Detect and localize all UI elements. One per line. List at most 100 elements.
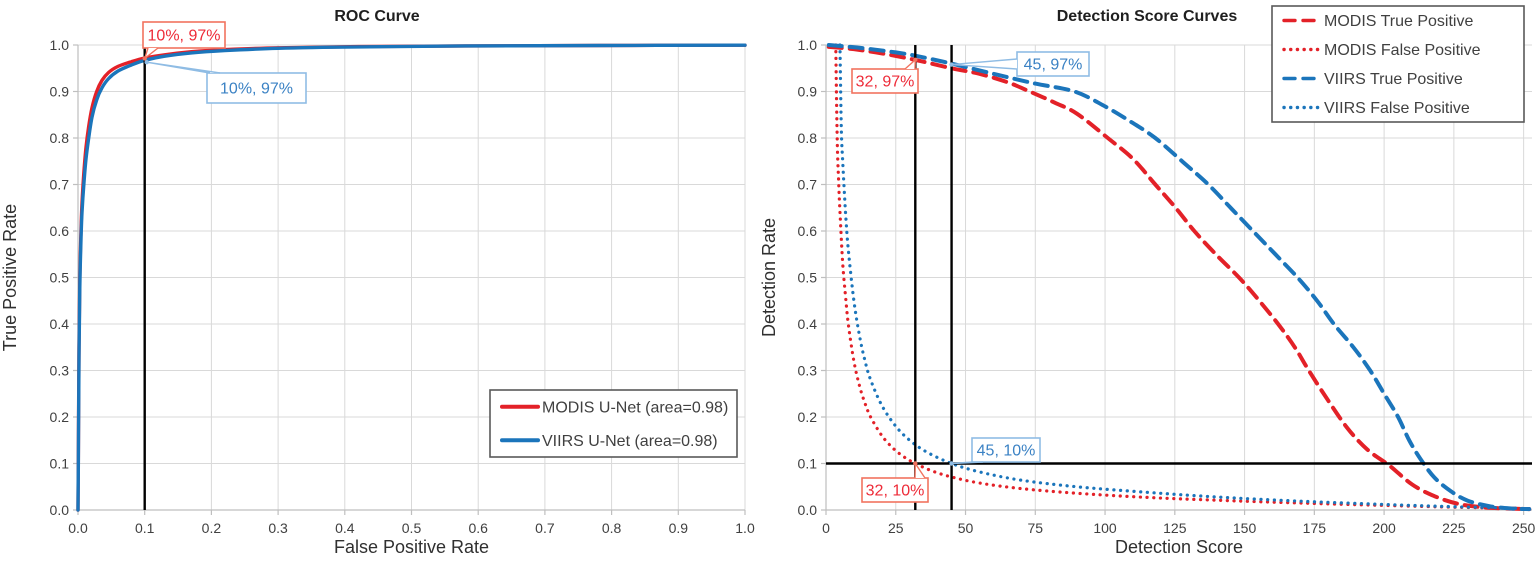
x-tick-label: 50 bbox=[958, 520, 974, 536]
legend-box bbox=[489, 389, 738, 458]
y-tick-label: 1.0 bbox=[798, 37, 818, 53]
axes bbox=[821, 44, 1532, 515]
y-tick-label: 0.5 bbox=[50, 270, 70, 286]
annotation-box bbox=[206, 72, 307, 104]
annotation-box bbox=[971, 437, 1041, 463]
x-tick-label: 125 bbox=[1163, 520, 1187, 536]
roc-chart-svg: 0.0 0.1 0.2 0.3 0.4 0.5 0.6 0.7 0.8 0.9 1.00.00.10… bbox=[0, 8, 755, 557]
y-tick-label: 0.8 bbox=[50, 130, 70, 146]
y-axis-title: Detection Rate bbox=[760, 218, 779, 337]
series-group bbox=[76, 43, 747, 512]
legend-entry-modis-u-net-area-0-98: MODIS U-Net (area=0.98) bbox=[500, 399, 728, 416]
y-tick-label: 0.0 bbox=[50, 502, 70, 518]
y-tick-label: 0.7 bbox=[798, 177, 818, 193]
annotation-leader bbox=[904, 59, 916, 70]
legend-label: MODIS False Positive bbox=[1324, 42, 1481, 59]
annotation-leader bbox=[914, 462, 926, 479]
annotation-text: 45, 97% bbox=[1024, 57, 1083, 74]
series-viirs-false-positive bbox=[838, 43, 1531, 511]
x-tick-label: 225 bbox=[1442, 520, 1466, 536]
annotation-box bbox=[142, 21, 226, 49]
legend-box bbox=[1271, 5, 1525, 123]
annotation-leader bbox=[144, 47, 159, 60]
annotation-text: 45, 10% bbox=[977, 443, 1036, 460]
x-tick-label: 250 bbox=[1512, 520, 1536, 536]
x-tick-label: 0.4 bbox=[335, 520, 355, 536]
x-tick-labels: 0 25 50 75 100 125 150 175 200 225 250 bbox=[822, 520, 1535, 536]
y-tick-label: 0.8 bbox=[798, 130, 818, 146]
legend-entry-viirs-false-positive: VIIRS False Positive bbox=[1282, 100, 1470, 117]
annotation-callout-45-97: 45, 97% bbox=[949, 51, 1090, 77]
x-tick-label: 0 bbox=[822, 520, 830, 536]
y-tick-label: 0.5 bbox=[798, 270, 818, 286]
x-tick-label: 0.0 bbox=[68, 520, 88, 536]
annotation-text: 32, 97% bbox=[856, 74, 915, 91]
y-tick-label: 0.9 bbox=[50, 84, 70, 100]
x-axis-title: Detection Score bbox=[1115, 537, 1243, 557]
legend-label: MODIS U-Net (area=0.98) bbox=[542, 399, 728, 416]
x-tick-label: 0.3 bbox=[268, 520, 288, 536]
series-viirs-u-net-area-0-98 bbox=[76, 43, 747, 512]
y-tick-label: 0.3 bbox=[798, 363, 818, 379]
y-axis-title: True Positive Rate bbox=[0, 204, 20, 351]
x-tick-label: 175 bbox=[1303, 520, 1327, 536]
x-tick-label: 150 bbox=[1233, 520, 1257, 536]
y-tick-labels: 0.0 0.1 0.2 0.3 0.4 0.5 0.6 0.7 0.8 0.9 1.0 bbox=[798, 37, 818, 518]
annotation-text: 10%, 97% bbox=[148, 28, 221, 45]
x-tick-labels: 0.0 0.1 0.2 0.3 0.4 0.5 0.6 0.7 0.8 0.9 1.0 bbox=[68, 520, 755, 536]
annotation-leader bbox=[950, 461, 984, 465]
chart-title: Detection Score Curves bbox=[1057, 8, 1238, 25]
x-tick-label: 0.5 bbox=[402, 520, 422, 536]
annotation-box bbox=[851, 68, 919, 94]
series-group bbox=[826, 43, 1532, 512]
y-tick-label: 0.9 bbox=[798, 84, 818, 100]
y-tick-label: 0.4 bbox=[50, 316, 70, 332]
legend-entry-viirs-true-positive: VIIRS True Positive bbox=[1282, 71, 1463, 88]
y-tick-label: 0.6 bbox=[50, 223, 70, 239]
legend-entry-viirs-u-net-area-0-98: VIIRS U-Net (area=0.98) bbox=[500, 433, 718, 450]
series-modis-true-positive bbox=[826, 44, 1532, 512]
y-tick-label: 0.2 bbox=[50, 409, 70, 425]
x-tick-label: 0.2 bbox=[202, 520, 222, 536]
annotation-text: 32, 10% bbox=[866, 483, 925, 500]
annotation-callout-10-97: 10%, 97% bbox=[144, 60, 307, 104]
y-tick-label: 0.7 bbox=[50, 177, 70, 193]
annotation-box bbox=[861, 477, 929, 503]
y-tick-label: 1.0 bbox=[50, 37, 70, 53]
y-tick-label: 0.1 bbox=[50, 456, 70, 472]
annotation-leader bbox=[950, 58, 1018, 70]
annotation-text: 10%, 97% bbox=[220, 81, 293, 98]
y-tick-labels: 0.0 0.1 0.2 0.3 0.4 0.5 0.6 0.7 0.8 0.9 1.0 bbox=[50, 37, 70, 518]
legend-label: VIIRS False Positive bbox=[1324, 100, 1470, 117]
legend-label: VIIRS True Positive bbox=[1324, 71, 1463, 88]
x-tick-label: 25 bbox=[888, 520, 904, 536]
series-viirs-true-positive bbox=[826, 43, 1532, 512]
y-tick-label: 0.3 bbox=[50, 363, 70, 379]
annotation-callout-32-97: 32, 97% bbox=[851, 57, 919, 94]
y-tick-label: 0.0 bbox=[798, 502, 818, 518]
y-tick-label: 0.6 bbox=[798, 223, 818, 239]
x-axis-title: False Positive Rate bbox=[334, 537, 489, 557]
x-tick-label: 75 bbox=[1027, 520, 1043, 536]
annotation-callout-45-10: 45, 10% bbox=[949, 437, 1041, 466]
annotation-callout-10-97: 10%, 97% bbox=[142, 21, 226, 61]
detection-score-chart-svg: 0 25 50 75 100 125 150 175 200 225 250 0.0 0.1 0.2 0.3… bbox=[760, 5, 1536, 557]
legend-entry-modis-true-positive: MODIS True Positive bbox=[1282, 13, 1473, 30]
legend: MODIS U-Net (area=0.98) VIIRS U-Net (area… bbox=[489, 389, 738, 458]
x-tick-label: 1.0 bbox=[735, 520, 755, 536]
annotation-callout-32-10: 32, 10% bbox=[861, 461, 929, 503]
detection-score-chart: 0 25 50 75 100 125 150 175 200 225 250 0.0 0.1 0.2 0.3… bbox=[760, 0, 1536, 566]
x-tick-label: 0.7 bbox=[535, 520, 555, 536]
x-tick-label: 0.8 bbox=[602, 520, 622, 536]
legend-label: VIIRS U-Net (area=0.98) bbox=[542, 433, 718, 450]
x-tick-label: 0.1 bbox=[135, 520, 155, 536]
legend-label: MODIS True Positive bbox=[1324, 13, 1473, 30]
x-tick-label: 200 bbox=[1372, 520, 1396, 536]
legend-entry-modis-false-positive: MODIS False Positive bbox=[1282, 42, 1481, 59]
y-tick-label: 0.1 bbox=[798, 456, 818, 472]
x-tick-label: 100 bbox=[1093, 520, 1117, 536]
y-tick-label: 0.4 bbox=[798, 316, 818, 332]
reference-lines bbox=[826, 45, 1532, 510]
y-tick-label: 0.2 bbox=[798, 409, 818, 425]
